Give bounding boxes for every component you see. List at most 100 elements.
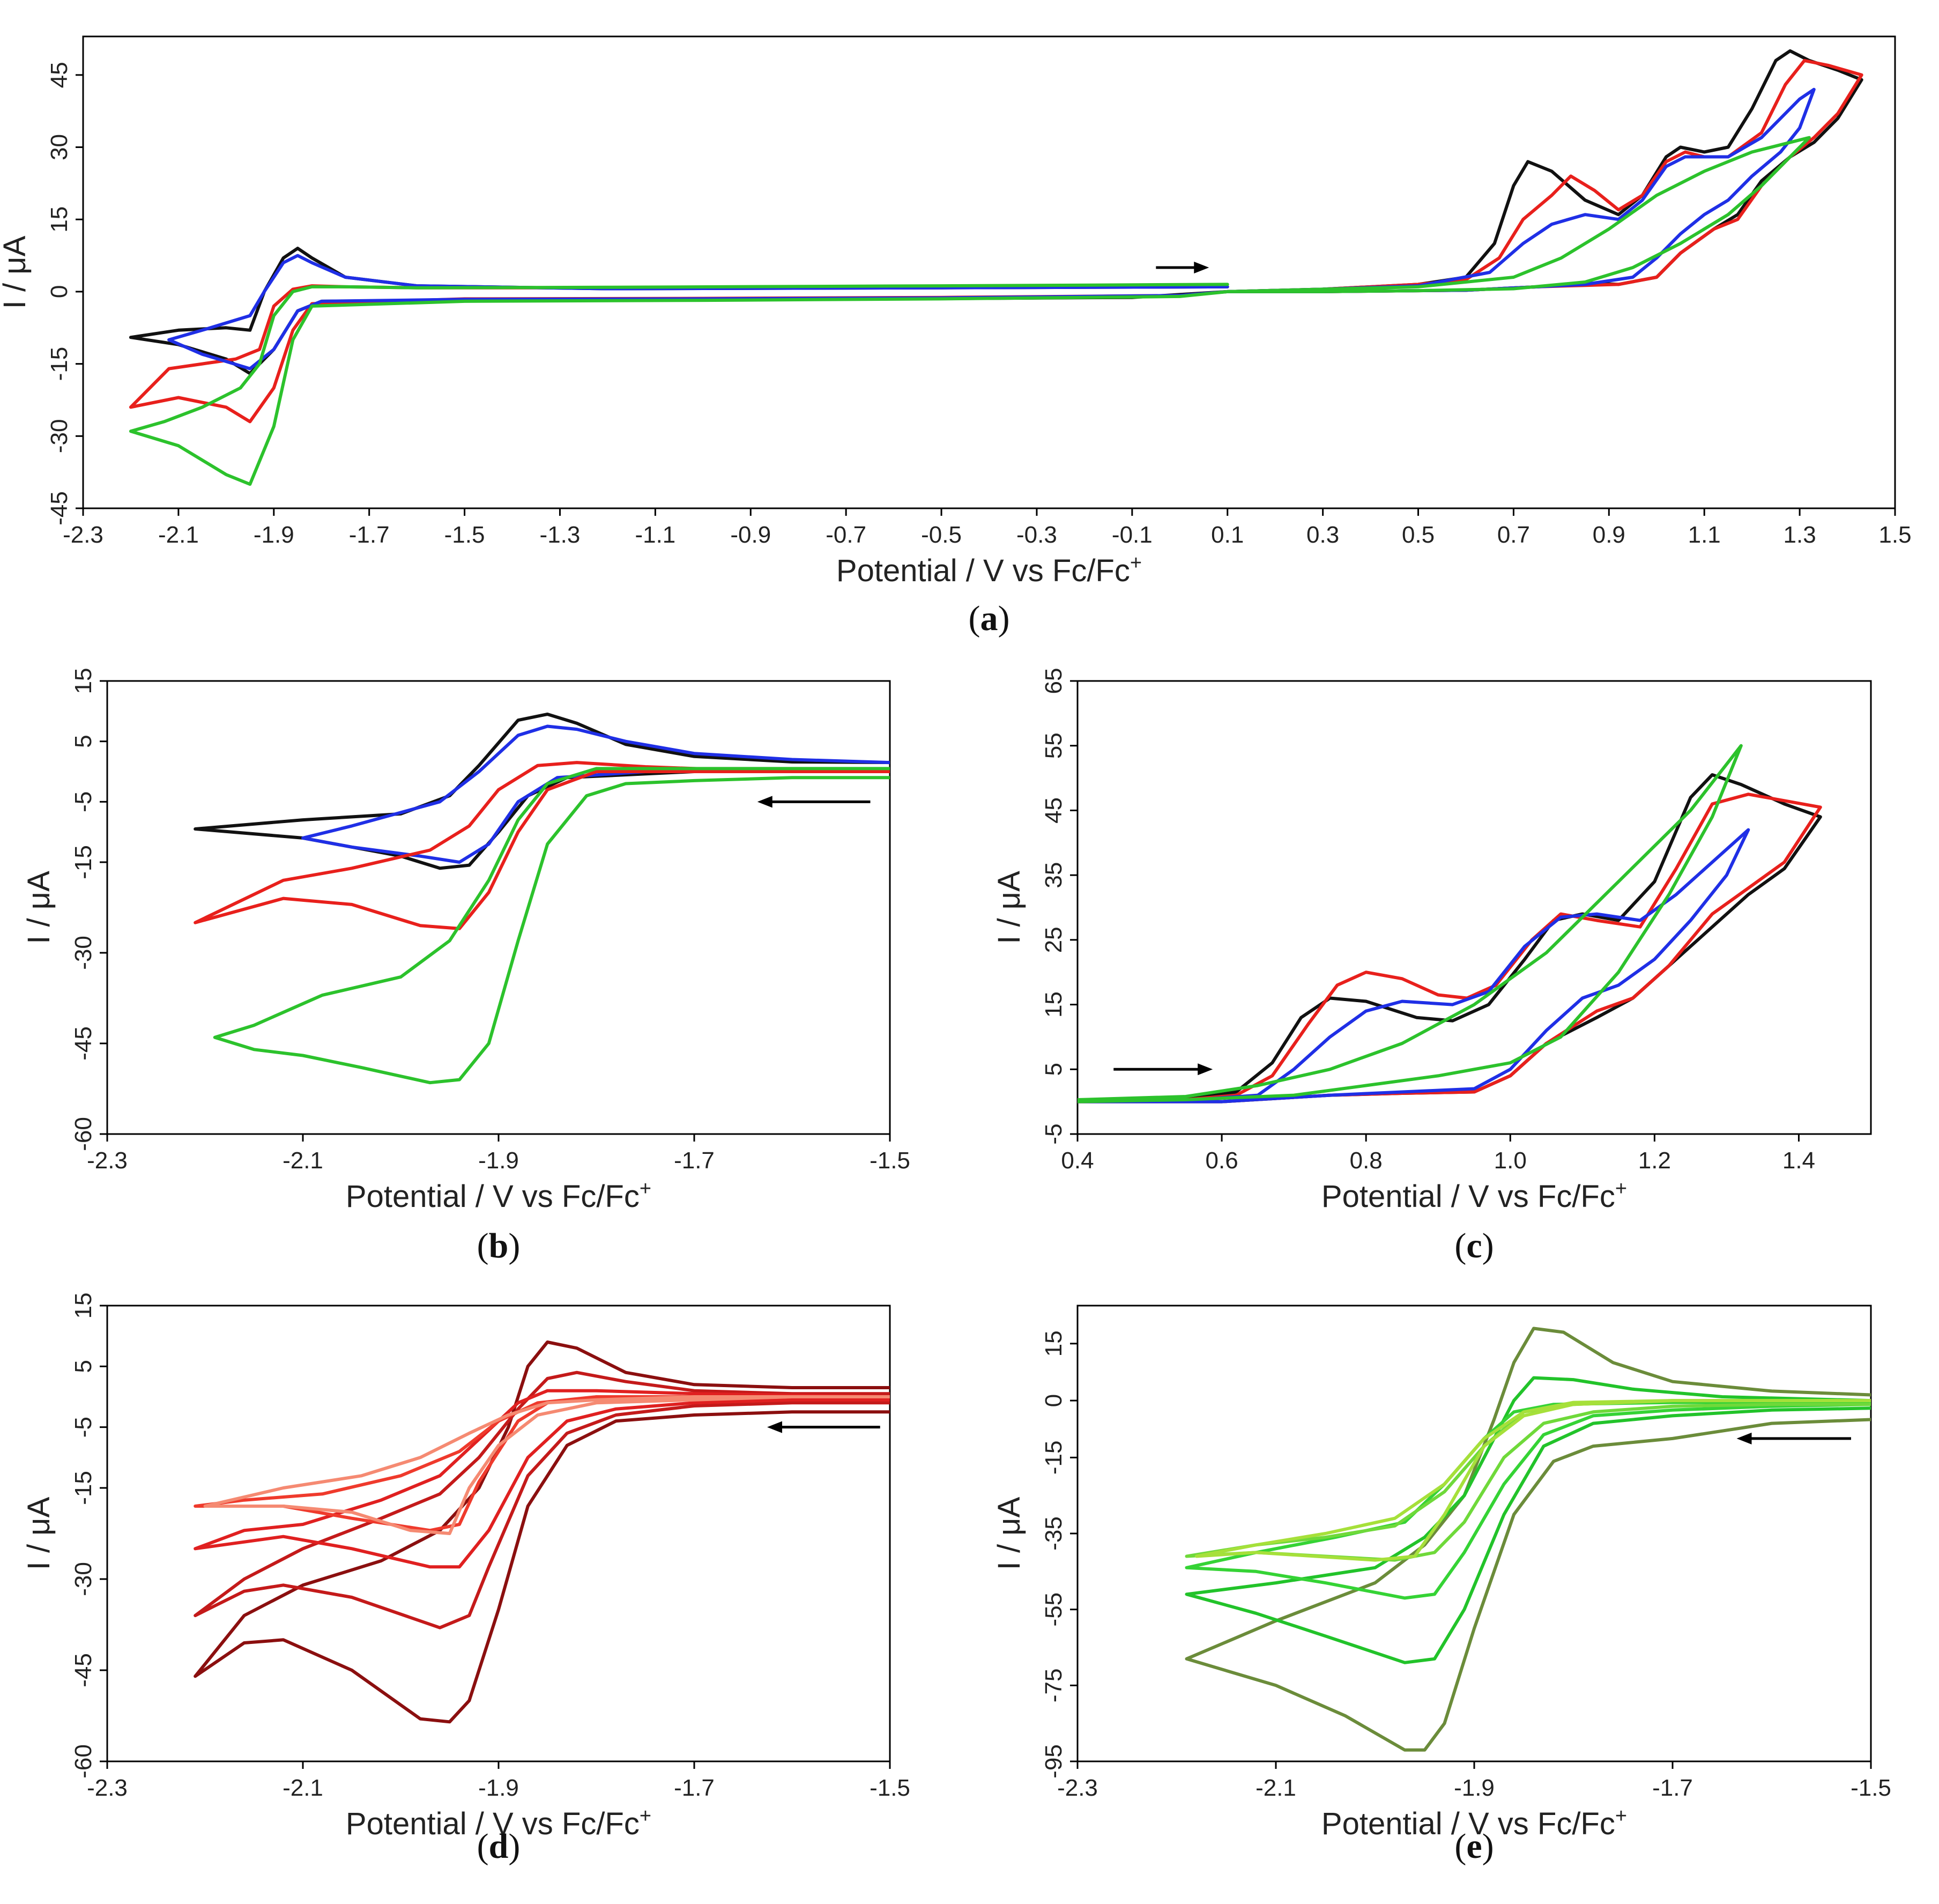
- x-tick-label: -1.7: [349, 522, 390, 548]
- plot-frame: [82, 35, 1896, 509]
- panel-caption: (e): [1454, 1827, 1494, 1866]
- caption-letter: d: [489, 1827, 509, 1866]
- x-axis-label-text: Potential / V vs Fc/Fc: [346, 1179, 640, 1214]
- x-tick-label: 0.7: [1497, 522, 1530, 548]
- scan-direction-arrow-head: [1198, 1063, 1213, 1076]
- y-tick-label: -30: [46, 419, 72, 454]
- series-line-green: [129, 136, 1811, 486]
- x-axis-label: Potential / V vs Fc/Fc+: [346, 1177, 651, 1214]
- x-axis-label-text: Potential / V vs Fc/Fc: [346, 1806, 640, 1841]
- series-line-red: [194, 761, 890, 930]
- y-tick-label: -5: [1041, 1123, 1067, 1144]
- y-tick-label: -30: [70, 936, 96, 970]
- y-tick-label: -45: [46, 491, 72, 525]
- y-tick-label: 15: [70, 668, 96, 694]
- y-tick-label: -15: [1041, 1441, 1067, 1475]
- series-line-scan-rate-5: [1195, 1399, 1871, 1562]
- x-tick-label: -1.9: [478, 1775, 519, 1801]
- x-tick-label: -2.1: [283, 1147, 323, 1174]
- y-tick-label: 5: [70, 1360, 96, 1373]
- chart-b: -2.3 -2.1 -1.9 -1.7 -1.5 -60 -45 -30 -15 -5 5 15 Pot…: [21, 668, 910, 1265]
- x-tick-label: -1.3: [540, 522, 581, 548]
- caption-letter: e: [1466, 1827, 1482, 1866]
- series-line-red: [1078, 792, 1822, 1103]
- x-tick-label: 1.4: [1782, 1147, 1815, 1174]
- plot-frame: [1076, 680, 1872, 1135]
- y-tick-label: -55: [1041, 1592, 1067, 1627]
- x-axis-label: Potential / V vs Fc/Fc+: [1321, 1805, 1627, 1841]
- caption-paren-open: (: [1454, 1226, 1466, 1265]
- x-axis-label-superscript: +: [1615, 1805, 1627, 1827]
- y-tick-label: 45: [46, 62, 72, 88]
- y-tick-label: 5: [1041, 1063, 1067, 1076]
- x-tick-label: 1.2: [1638, 1147, 1671, 1174]
- chart-a: -2.3 -2.1 -1.9 -1.7 -1.5 -1.3 -1.1 -0.9 -0.7 -0.5…: [0, 35, 1912, 638]
- y-tick-label: 65: [1041, 668, 1067, 694]
- x-tick-label: -2.3: [63, 522, 103, 548]
- y-tick-label: 35: [1041, 862, 1067, 888]
- y-axis-label: I / μA: [21, 871, 56, 944]
- x-tick-label: -1.7: [674, 1775, 715, 1801]
- x-axis-label: Potential / V vs Fc/Fc+: [346, 1805, 651, 1841]
- y-tick-label: 15: [1041, 1330, 1067, 1357]
- caption-paren-close: ): [508, 1827, 520, 1866]
- chart-d: -2.3 -2.1 -1.9 -1.7 -1.5 -60 -45 -30 -15 -5 5 15 Pot…: [21, 1293, 910, 1866]
- y-tick-label: 15: [1041, 991, 1067, 1018]
- scan-direction-arrow-head: [1194, 262, 1209, 274]
- x-tick-label: -2.1: [283, 1775, 323, 1801]
- x-tick-label: -0.7: [826, 522, 866, 548]
- x-axis-label-text: Potential / V vs Fc/Fc: [1321, 1179, 1615, 1214]
- y-axis-label: I / μA: [992, 1496, 1027, 1570]
- x-tick-label: 0.6: [1206, 1147, 1238, 1174]
- series-line-black: [129, 49, 1863, 375]
- y-tick-label: -60: [70, 1117, 96, 1151]
- caption-paren-close: ): [998, 599, 1010, 638]
- x-tick-label: 1.1: [1688, 522, 1721, 548]
- y-axis-label: I / μA: [0, 235, 32, 309]
- x-axis-label-text: Potential / V vs Fc/Fc: [1321, 1806, 1615, 1841]
- scan-direction-arrow-head: [1736, 1432, 1752, 1444]
- y-tick-label: 0: [1041, 1394, 1067, 1407]
- series-line-green: [213, 767, 890, 1085]
- y-tick-label: -35: [1041, 1516, 1067, 1551]
- y-tick-label: 55: [1041, 732, 1067, 759]
- x-tick-label: 0.5: [1402, 522, 1435, 548]
- x-tick-label: -2.3: [1057, 1775, 1098, 1801]
- x-tick-label: 0.4: [1061, 1147, 1094, 1174]
- y-tick-label: -45: [70, 1653, 96, 1687]
- x-tick-label: -1.5: [444, 522, 485, 548]
- x-axis-label-text: Potential / V vs Fc/Fc: [836, 553, 1130, 588]
- caption-letter: c: [1466, 1226, 1482, 1265]
- x-tick-label: -1.9: [1454, 1775, 1495, 1801]
- caption-paren-close: ): [1482, 1827, 1494, 1866]
- scan-direction-arrow-head: [767, 1421, 782, 1433]
- y-tick-label: 0: [46, 285, 72, 298]
- panel-caption: (b): [477, 1226, 521, 1265]
- series-line-scan-rate-3: [1185, 1401, 1871, 1600]
- y-tick-label: 5: [70, 735, 96, 747]
- y-tick-label: 15: [46, 206, 72, 233]
- chart-e: -2.3 -2.1 -1.9 -1.7 -1.5 -95 -75 -55 -35 -15 0 15 Po…: [992, 1305, 1891, 1866]
- x-tick-label: -1.7: [674, 1147, 715, 1174]
- x-tick-label: -2.1: [158, 522, 199, 548]
- x-tick-label: -1.5: [1851, 1775, 1891, 1801]
- x-tick-label: 1.0: [1494, 1147, 1527, 1174]
- plot-frame: [106, 1305, 891, 1762]
- x-axis-label-superscript: +: [640, 1805, 651, 1827]
- series-line-blue: [167, 87, 1816, 371]
- caption-paren-open: (: [477, 1226, 489, 1265]
- x-tick-label: -2.3: [87, 1147, 128, 1174]
- y-tick-label: -5: [70, 791, 96, 812]
- caption-paren-close: ): [508, 1226, 520, 1265]
- series-line-red: [129, 58, 1863, 424]
- x-tick-label: -1.1: [635, 522, 675, 548]
- y-axis-label: I / μA: [21, 1496, 56, 1570]
- panel-caption: (a): [969, 599, 1010, 638]
- x-tick-label: 0.3: [1306, 522, 1339, 548]
- caption-letter: a: [980, 599, 998, 638]
- x-tick-label: -0.3: [1016, 522, 1057, 548]
- series-line-scan-rate-5: [203, 1395, 890, 1535]
- y-tick-label: -45: [70, 1026, 96, 1061]
- x-tick-label: -1.5: [870, 1147, 910, 1174]
